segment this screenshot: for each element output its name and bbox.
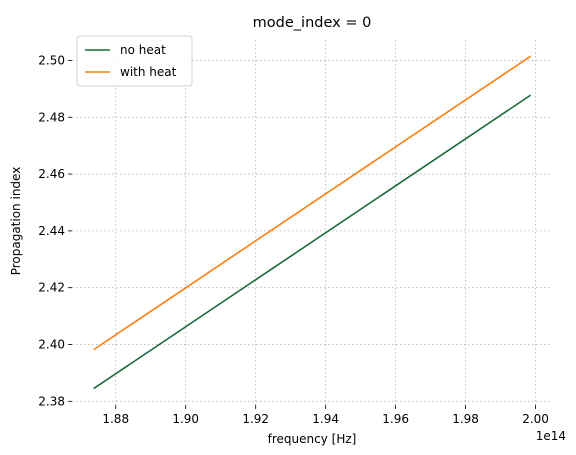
series-line-1	[93, 55, 532, 351]
y-tick-label: 2.42	[38, 281, 65, 295]
y-tick-label: 2.50	[38, 53, 65, 67]
grid	[72, 40, 552, 405]
legend: no heat with heat	[76, 35, 193, 87]
x-tick-label: 1.90	[172, 412, 199, 426]
x-tick-label: 1.98	[452, 412, 479, 426]
y-axis-label: Propagation index	[9, 167, 23, 276]
legend-box	[76, 35, 193, 87]
x-tick-label: 1.92	[242, 412, 269, 426]
legend-label: no heat	[120, 43, 166, 57]
x-tick-label: 1.88	[102, 412, 129, 426]
x-offset-label: 1e14	[536, 429, 566, 443]
y-tick-label: 2.48	[38, 110, 65, 124]
x-tick-label: 2.00	[522, 412, 549, 426]
series-layer	[93, 55, 532, 390]
y-tick-label: 2.40	[38, 337, 65, 351]
y-tick-label: 2.38	[38, 394, 65, 408]
series-line-0	[93, 94, 532, 390]
x-tick-label: 1.96	[382, 412, 409, 426]
x-tick-label: 1.94	[312, 412, 339, 426]
y-tick-label: 2.44	[38, 224, 65, 238]
legend-label: with heat	[120, 65, 177, 79]
chart-title: mode_index = 0	[253, 15, 372, 31]
axis-ticks: 1.88 1.90 1.92 1.94 1.96 1.98 2.00 2.38 2.40 2.42…	[38, 53, 549, 426]
x-axis-label: frequency [Hz]	[268, 432, 357, 446]
y-tick-label: 2.46	[38, 167, 65, 181]
